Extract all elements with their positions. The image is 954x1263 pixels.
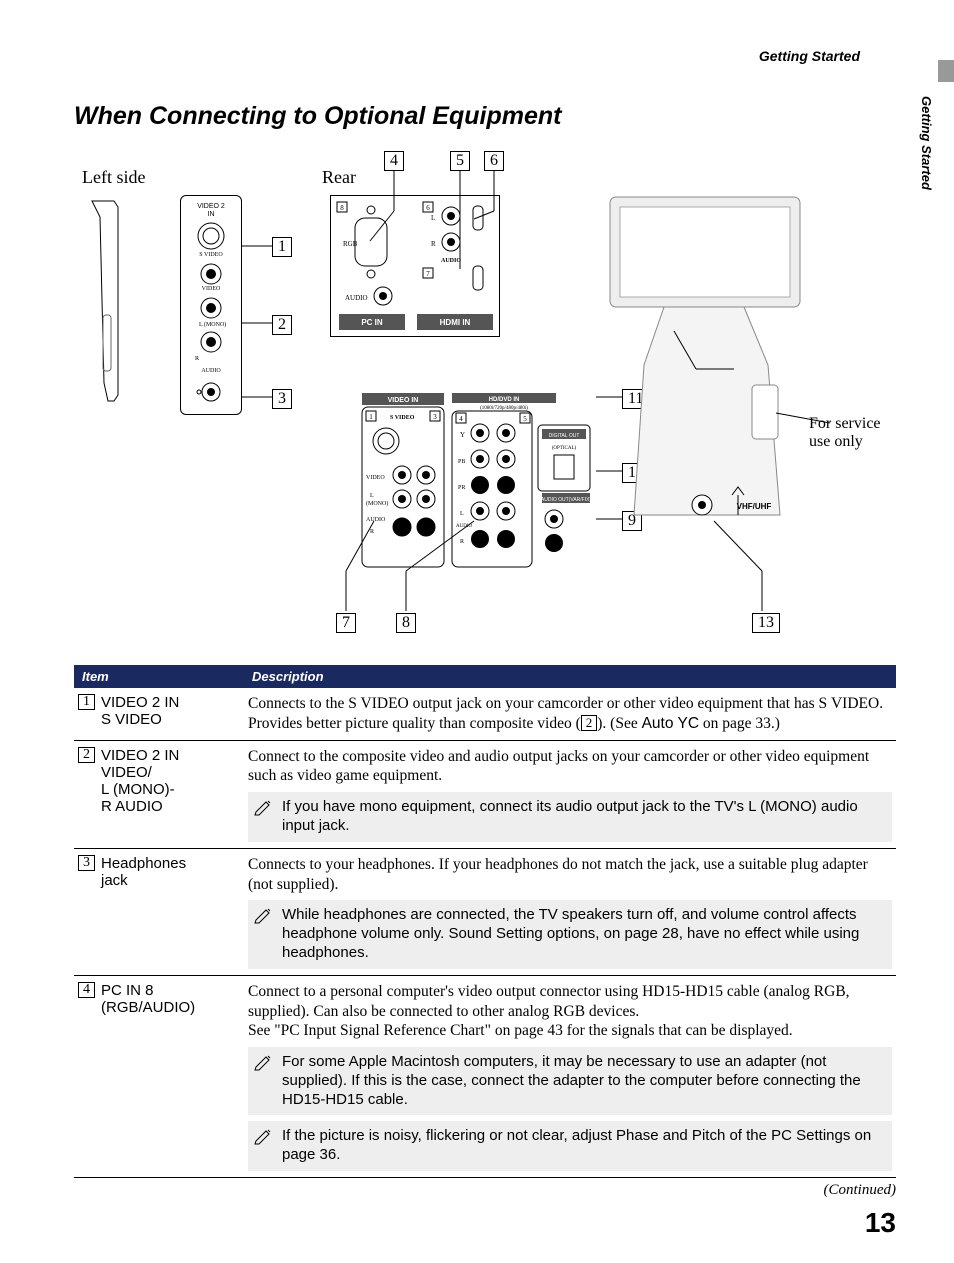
pencil-icon xyxy=(254,906,274,962)
row4-note-1: For some Apple Macintosh computers, it m… xyxy=(248,1047,892,1115)
table-row: 4 PC IN 8(RGB/AUDIO) Connect to a person… xyxy=(74,975,896,1177)
running-head: Getting Started xyxy=(74,48,896,64)
pencil-icon xyxy=(254,1127,274,1165)
row1-label: VIDEO 2 INS VIDEO xyxy=(101,694,179,728)
th-item: Item xyxy=(74,665,244,688)
table-row: 3 Headphonesjack Connects to your headph… xyxy=(74,848,896,975)
continued-label: (Continued) xyxy=(74,1182,896,1199)
pencil-icon xyxy=(254,798,274,836)
row4-num: 4 xyxy=(78,982,95,998)
section-indicator xyxy=(938,60,954,82)
row3-desc: Connects to your headphones. If your hea… xyxy=(248,855,892,895)
row3-label: Headphonesjack xyxy=(101,855,186,889)
page-number: 13 xyxy=(74,1207,896,1239)
th-desc: Description xyxy=(244,665,896,688)
side-tab: Getting Started xyxy=(919,96,934,190)
row1-desc: Connects to the S VIDEO output jack on y… xyxy=(248,694,892,734)
table-row: 2 VIDEO 2 INVIDEO/L (MONO)-R AUDIO Conne… xyxy=(74,740,896,848)
row1-num: 1 xyxy=(78,694,95,710)
page-title: When Connecting to Optional Equipment xyxy=(74,102,896,131)
table-row: 1 VIDEO 2 INS VIDEO Connects to the S VI… xyxy=(74,688,896,740)
row4-label: PC IN 8(RGB/AUDIO) xyxy=(101,982,195,1016)
connections-table: Item Description 1 VIDEO 2 INS VIDEO Con… xyxy=(74,665,896,1178)
pencil-icon xyxy=(254,1053,274,1109)
row3-num: 3 xyxy=(78,855,95,871)
row2-num: 2 xyxy=(78,747,95,763)
row2-desc: Connect to the composite video and audio… xyxy=(248,747,892,787)
row4-note-2: If the picture is noisy, flickering or n… xyxy=(248,1121,892,1171)
row2-label: VIDEO 2 INVIDEO/L (MONO)-R AUDIO xyxy=(101,747,179,815)
leader-lines xyxy=(74,151,904,651)
connection-diagram: Left side Rear 4 5 6 1 2 3 10 9 11 12 7 … xyxy=(74,151,896,651)
row3-note: While headphones are connected, the TV s… xyxy=(248,900,892,968)
row4-desc: Connect to a personal computer's video o… xyxy=(248,982,892,1041)
row2-note: If you have mono equipment, connect its … xyxy=(248,792,892,842)
